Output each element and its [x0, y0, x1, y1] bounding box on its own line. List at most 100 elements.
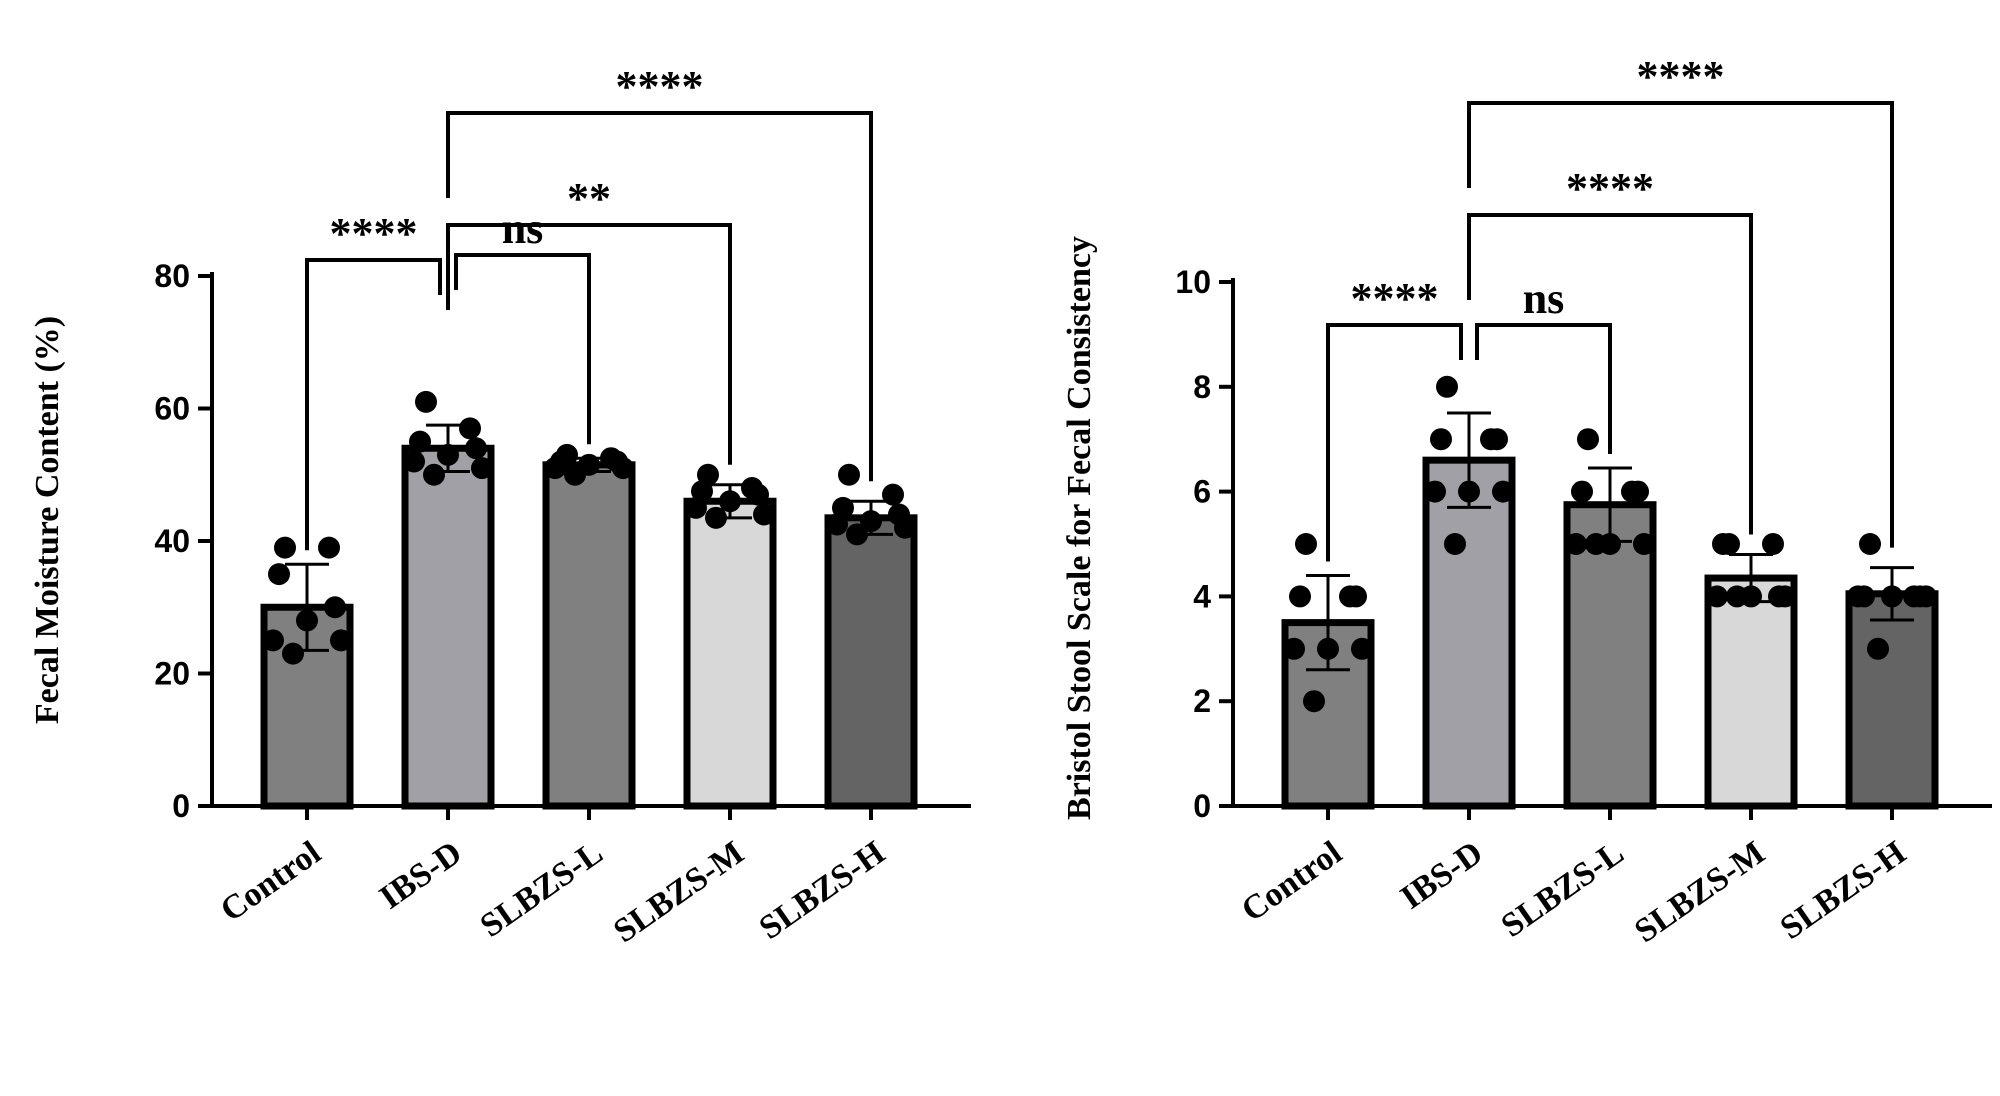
data-point — [705, 506, 727, 529]
y-axis-title: Bristol Stool Scale for Fecal Consistenc… — [1061, 236, 1098, 820]
data-point — [1762, 533, 1784, 555]
y-tick-label: 60 — [154, 391, 190, 427]
data-point — [423, 463, 445, 486]
data-point — [1881, 585, 1903, 608]
significance-label: **** — [1637, 52, 1725, 101]
data-point — [826, 513, 848, 536]
significance-bracket — [1475, 323, 1612, 455]
significance-label: ** — [567, 174, 611, 223]
data-point — [846, 523, 868, 546]
data-point — [838, 463, 860, 486]
x-category-label: IBS-D — [373, 834, 469, 916]
y-tick-label: 0 — [1193, 788, 1211, 824]
x-category-label: Control — [1235, 834, 1349, 929]
y-tick-label: 4 — [1193, 578, 1211, 614]
data-point — [1444, 533, 1466, 555]
y-tick-label: 80 — [154, 258, 190, 294]
data-point — [1585, 533, 1607, 555]
significance-label: **** — [616, 62, 704, 111]
data-point — [268, 563, 290, 586]
significance-label: ns — [1523, 274, 1565, 323]
data-point — [882, 483, 904, 506]
x-category-label: SLBZS-M — [607, 834, 750, 950]
data-point — [1577, 428, 1599, 451]
data-point — [1345, 585, 1367, 608]
data-point — [437, 443, 459, 466]
x-category-label: IBS-D — [1394, 834, 1490, 916]
data-point — [1436, 375, 1458, 398]
bar-slbzs-m — [683, 497, 777, 810]
data-point — [697, 463, 719, 486]
significance-bracket — [446, 111, 873, 482]
x-category-label: Control — [214, 834, 328, 929]
significance-label: **** — [330, 209, 418, 258]
x-category-label: SLBZS-H — [1774, 834, 1913, 947]
data-point — [691, 480, 713, 503]
data-point — [860, 510, 882, 533]
data-point — [1726, 585, 1748, 608]
significance-bracket — [1467, 213, 1753, 535]
data-point — [832, 496, 854, 519]
data-point — [612, 457, 634, 480]
y-tick-label: 6 — [1193, 474, 1211, 510]
data-point — [403, 450, 425, 473]
data-point — [459, 417, 481, 440]
data-point — [1283, 637, 1305, 660]
bar-slbzs-h — [824, 514, 918, 810]
data-point — [747, 483, 769, 506]
data-point — [415, 390, 437, 413]
y-tick-label: 0 — [172, 788, 190, 824]
significance-bracket — [1326, 323, 1463, 562]
x-category-label: SLBZS-H — [753, 834, 892, 947]
data-point — [1289, 585, 1311, 608]
data-point — [1317, 637, 1339, 660]
y-axis-title: Fecal Moisture Content (%) — [29, 316, 66, 724]
data-point — [274, 536, 296, 559]
data-point — [1633, 533, 1655, 555]
significance-label: ns — [502, 204, 544, 253]
significance-bracket — [1467, 101, 1894, 548]
data-point — [409, 430, 431, 453]
significance-label: **** — [1351, 274, 1439, 323]
x-category-label: SLBZS-M — [1628, 834, 1771, 950]
bar-ibs-d — [1422, 456, 1516, 810]
data-point — [1706, 585, 1728, 608]
data-point — [1571, 480, 1593, 503]
bar-ibs-d — [401, 444, 495, 810]
data-point — [1565, 533, 1587, 555]
y-tick-label: 20 — [154, 656, 190, 692]
data-point — [262, 629, 284, 652]
data-point — [1859, 533, 1881, 555]
data-point — [1627, 480, 1649, 503]
data-point — [465, 437, 487, 460]
significance-bracket — [454, 253, 591, 445]
moisture-chart: Fecal Moisture Content (%) 0 20 40 60 80 Contr… — [29, 62, 971, 950]
bar-slbzs-h — [1845, 590, 1939, 810]
y-tick-label: 8 — [1193, 369, 1211, 405]
significance-label: **** — [1566, 164, 1654, 213]
data-point — [1303, 690, 1325, 713]
data-point — [1486, 428, 1508, 451]
data-point — [564, 463, 586, 486]
data-point — [1712, 533, 1734, 555]
data-point — [282, 642, 304, 665]
bar-slbzs-m — [1704, 574, 1798, 810]
y-tick-label: 10 — [1175, 264, 1211, 300]
data-point — [1867, 637, 1889, 660]
data-point — [544, 457, 566, 480]
x-category-label: SLBZS-L — [474, 834, 610, 945]
significance-bracket — [305, 258, 442, 551]
data-point — [753, 503, 775, 526]
data-point — [318, 536, 340, 559]
data-point — [1915, 585, 1937, 608]
bar-slbzs-l — [542, 461, 636, 810]
data-point — [1774, 585, 1796, 608]
data-point — [1351, 637, 1373, 660]
data-point — [685, 496, 707, 519]
data-point — [719, 490, 741, 513]
data-point — [1295, 533, 1317, 555]
x-category-label: SLBZS-L — [1495, 834, 1631, 945]
significance-bracket — [446, 223, 732, 465]
data-point — [1430, 428, 1452, 451]
